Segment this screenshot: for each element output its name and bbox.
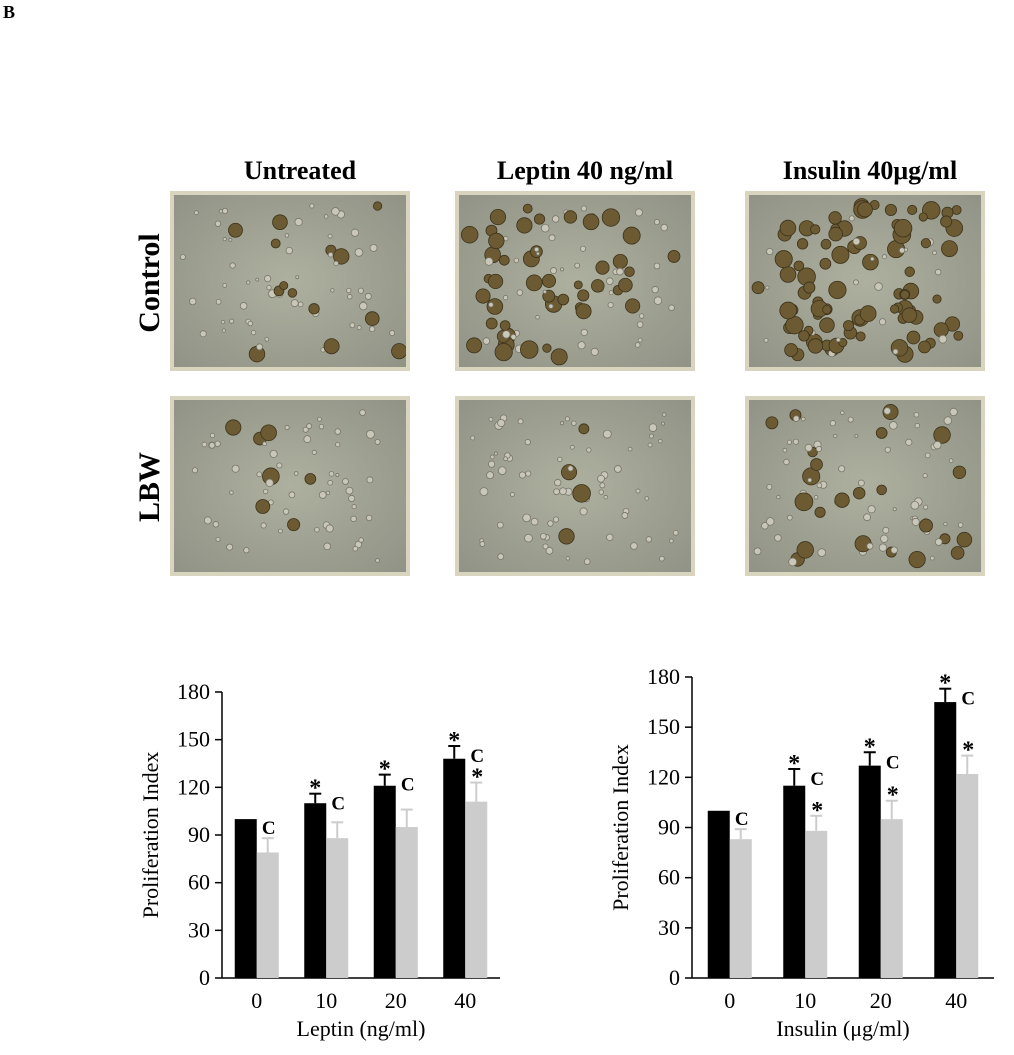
x-tick-label: 10 [315, 988, 337, 1013]
y-tick-label: 30 [658, 915, 680, 940]
micrograph-image [174, 195, 406, 367]
micrograph-control-insulin [745, 191, 985, 371]
y-axis-label: Proliferation Index [138, 752, 163, 919]
significance-marker: * [448, 728, 460, 754]
significance-marker: * [887, 783, 899, 809]
bar-lbw [326, 838, 349, 978]
micrograph-image [459, 400, 691, 572]
significance-marker: * [939, 671, 951, 697]
control-comparison-marker: C [262, 818, 276, 839]
x-tick-label: 20 [385, 988, 407, 1013]
x-axis-label: Insulin (μg/ml) [776, 1016, 909, 1041]
bar-control [858, 765, 881, 978]
y-tick-label: 150 [647, 714, 680, 739]
y-tick-label: 120 [647, 764, 680, 789]
x-tick-label: 0 [724, 988, 735, 1013]
y-tick-label: 30 [188, 917, 210, 942]
significance-marker: * [471, 765, 483, 791]
leptin-proliferation-chart: 0 30 60 90 120 150 180 0 C 10 * C 20 * C 40 * C * Leptin (n… [130, 670, 520, 1055]
bar-lbw [805, 830, 828, 978]
y-tick-label: 90 [188, 822, 210, 847]
insulin-chart-svg: 0 30 60 90 120 150 180 0 C 10 * C * 20 * C * 40 * C * Insulin… [608, 664, 994, 1041]
x-axis-label: Leptin (ng/ml) [297, 1016, 426, 1041]
bar-control [934, 702, 957, 978]
bar-lbw [729, 839, 752, 978]
column-heading-untreated: Untreated [243, 156, 357, 185]
micrograph-control-untreated [170, 191, 410, 371]
row-heading-control: Control [133, 233, 166, 333]
micrograph-lbw-insulin [745, 396, 985, 576]
bar-lbw [880, 819, 903, 978]
control-comparison-marker: C [331, 794, 345, 815]
y-axis-label: Proliferation Index [608, 744, 633, 911]
bar-control [783, 785, 806, 978]
x-tick-label: 40 [454, 988, 476, 1013]
y-tick-label: 150 [177, 727, 210, 752]
control-comparison-marker: C [470, 746, 484, 767]
micrograph-image [749, 195, 981, 367]
bar-control [234, 819, 257, 978]
column-heading-insulin: Insulin 40μg/ml [782, 156, 958, 185]
insulin-proliferation-chart: 0 30 60 90 120 150 180 0 C 10 * C * 20 * C * 40 * C * Insulin… [600, 655, 1014, 1055]
significance-marker: * [309, 776, 321, 802]
bar-lbw [956, 773, 979, 978]
y-tick-label: 0 [199, 965, 210, 990]
micrograph-lbw-leptin [455, 396, 695, 576]
x-tick-label: 20 [870, 988, 892, 1013]
significance-marker: * [379, 757, 391, 783]
control-comparison-marker: C [735, 809, 749, 830]
y-tick-label: 180 [647, 664, 680, 689]
micrograph-image [749, 400, 981, 572]
bar-control [373, 785, 396, 978]
control-comparison-marker: C [401, 775, 415, 796]
y-tick-label: 60 [658, 865, 680, 890]
bar-control [304, 803, 327, 978]
bar-lbw [256, 852, 279, 978]
bar-control [707, 810, 730, 978]
x-tick-label: 10 [794, 988, 816, 1013]
control-comparison-marker: C [886, 752, 900, 773]
significance-marker: * [962, 738, 974, 764]
control-comparison-marker: C [810, 769, 824, 790]
micrograph-image [459, 195, 691, 367]
control-comparison-marker: C [961, 689, 975, 710]
panel-label: B [3, 2, 16, 22]
bar-lbw [395, 827, 418, 978]
x-tick-label: 0 [251, 988, 262, 1013]
y-tick-label: 120 [177, 774, 210, 799]
y-tick-label: 60 [188, 870, 210, 895]
row-heading-lbw: LBW [133, 451, 166, 523]
x-tick-label: 40 [945, 988, 967, 1013]
column-heading-leptin: Leptin 40 ng/ml [496, 156, 674, 185]
significance-marker: * [864, 734, 876, 760]
significance-marker: * [811, 798, 823, 824]
significance-marker: * [788, 751, 800, 777]
micrograph-image [174, 400, 406, 572]
micrograph-lbw-untreated [170, 396, 410, 576]
micrograph-control-leptin [455, 191, 695, 371]
bar-lbw [465, 801, 488, 978]
y-tick-label: 90 [658, 815, 680, 840]
y-tick-label: 180 [177, 679, 210, 704]
y-tick-label: 0 [669, 965, 680, 990]
bar-control [443, 758, 466, 978]
